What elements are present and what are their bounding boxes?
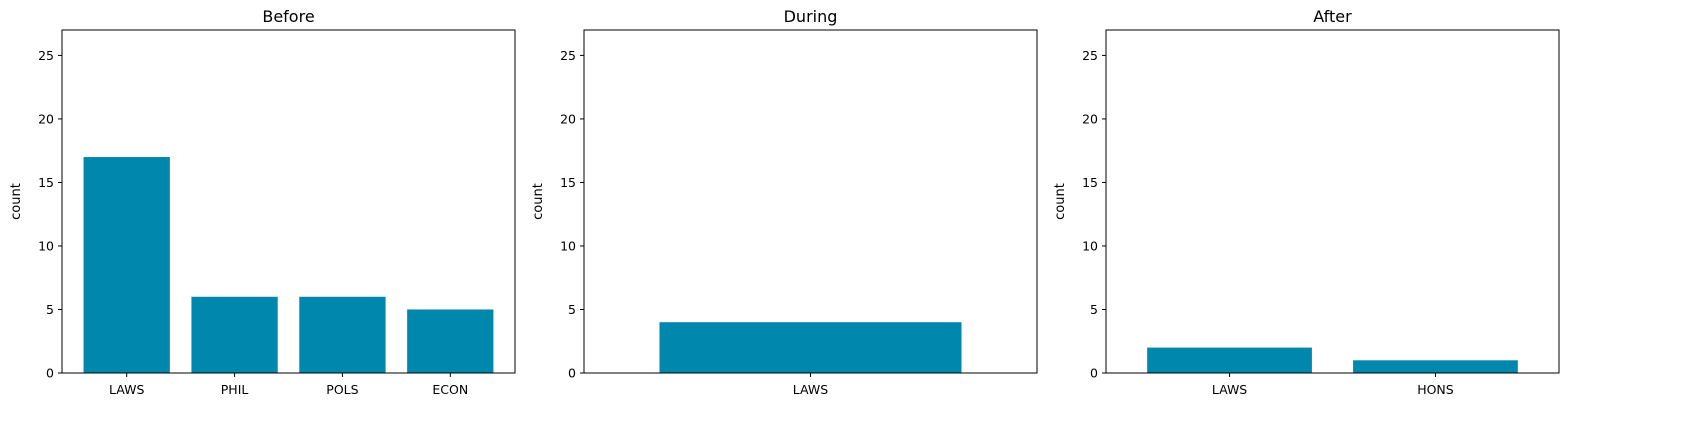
y-tick-label: 25 xyxy=(560,48,576,63)
chart-title: After xyxy=(1313,7,1352,26)
y-tick-label: 0 xyxy=(1090,366,1098,381)
bar-hons xyxy=(1353,360,1518,373)
y-axis-label: count xyxy=(9,183,24,220)
plot-frame xyxy=(61,29,516,374)
y-tick-label: 10 xyxy=(560,238,576,253)
y-tick-label: 20 xyxy=(1082,111,1098,126)
y-tick-label: 25 xyxy=(1082,48,1098,63)
y-tick-label: 10 xyxy=(1082,238,1098,253)
y-tick-label: 0 xyxy=(568,366,576,381)
y-tick-label: 20 xyxy=(560,111,576,126)
bar-phil xyxy=(191,296,278,373)
chart-title: During xyxy=(784,7,838,26)
x-tick-label: ECON xyxy=(432,382,468,397)
x-tick-label: LAWS xyxy=(1212,382,1247,397)
y-tick-label: 5 xyxy=(1090,302,1098,317)
x-tick-label: HONS xyxy=(1417,382,1454,397)
bar-laws xyxy=(659,322,962,373)
plot-frame xyxy=(1105,29,1560,374)
y-axis-label: count xyxy=(1053,183,1068,220)
x-tick-label: POLS xyxy=(326,382,358,397)
plot-frame xyxy=(583,29,1038,374)
chart-title: Before xyxy=(262,7,314,26)
y-axis-label: count xyxy=(531,183,546,220)
bar-econ xyxy=(407,309,494,373)
y-tick-label: 15 xyxy=(560,175,576,190)
y-tick-label: 5 xyxy=(46,302,54,317)
y-tick-label: 10 xyxy=(38,238,54,253)
x-tick-label: LAWS xyxy=(793,382,828,397)
chart-panel-3: 0 5 10 15 20 25 LAWS HONS After count xyxy=(1053,7,1560,397)
bar-laws xyxy=(83,157,170,373)
x-tick-label: LAWS xyxy=(109,382,144,397)
y-tick-label: 0 xyxy=(46,366,54,381)
y-tick-label: 15 xyxy=(38,175,54,190)
y-tick-label: 20 xyxy=(38,111,54,126)
y-tick-label: 25 xyxy=(38,48,54,63)
chart-panel-1: 0 5 10 15 20 25 LAWS PHIL POLS ECON Before count xyxy=(9,7,516,397)
y-tick-label: 5 xyxy=(568,302,576,317)
chart-panel-2: 0 5 10 15 20 25 LAWS During count xyxy=(531,7,1038,397)
y-tick-label: 15 xyxy=(1082,175,1098,190)
x-tick-label: PHIL xyxy=(221,382,249,397)
bar-laws xyxy=(1147,347,1312,373)
bar-pols xyxy=(299,296,386,373)
